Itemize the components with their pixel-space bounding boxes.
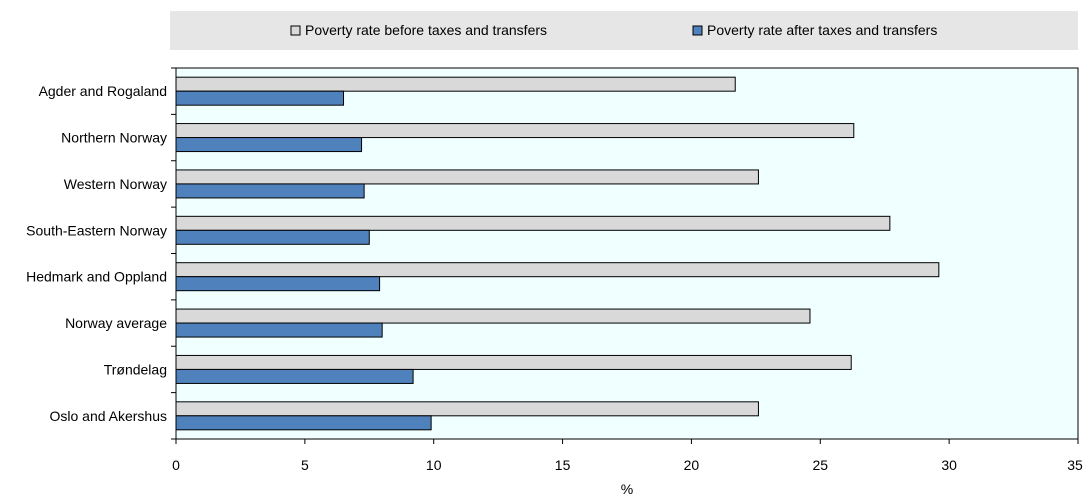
category-label-1: Northern Norway — [61, 130, 167, 146]
x-tick-label-4: 20 — [684, 457, 700, 473]
x-axis-title: % — [621, 481, 633, 496]
legend: Poverty rate before taxes and transfers … — [170, 11, 1078, 50]
bar-after-4 — [175, 276, 381, 292]
bar-after-5 — [175, 322, 383, 338]
category-label-6: Trøndelag — [104, 361, 167, 377]
bar-before-7 — [175, 401, 759, 417]
x-tick-label-1: 5 — [301, 457, 309, 473]
x-tick-label-6: 30 — [941, 457, 957, 473]
x-tick-label-7: 35 — [1067, 457, 1083, 473]
bar-before-2 — [175, 169, 759, 185]
bar-before-1 — [175, 123, 855, 139]
category-label-3: South-Eastern Norway — [26, 222, 167, 238]
y-axis: Agder and Rogaland Northern Norway Western… — [26, 67, 176, 440]
legend-label-after: Poverty rate after taxes and transfers — [707, 22, 937, 38]
bar-before-3 — [175, 215, 891, 231]
category-label-4: Hedmark and Oppland — [26, 269, 167, 285]
bar-after-7 — [175, 415, 432, 431]
bar-after-2 — [175, 183, 365, 199]
category-label-2: Western Norway — [64, 176, 167, 192]
legend-background — [170, 11, 1078, 50]
bar-before-0 — [175, 76, 736, 92]
bar-after-1 — [175, 137, 363, 153]
bar-after-0 — [175, 90, 345, 106]
category-label-0: Agder and Rogaland — [39, 83, 167, 99]
x-tick-label-3: 15 — [555, 457, 571, 473]
category-label-7: Oslo and Akershus — [49, 408, 167, 424]
category-label-5: Norway average — [65, 315, 167, 331]
x-tick-label-0: 0 — [172, 457, 180, 473]
x-axis: 0 5 10 15 20 25 30 35 — [172, 439, 1083, 473]
legend-label-before: Poverty rate before taxes and transfers — [305, 22, 547, 38]
bar-before-5 — [175, 308, 811, 324]
legend-swatch-before — [290, 25, 301, 36]
bar-after-6 — [175, 368, 414, 384]
bar-before-6 — [175, 354, 852, 370]
x-tick-label-5: 25 — [812, 457, 828, 473]
x-tick-label-2: 10 — [426, 457, 442, 473]
bar-before-4 — [175, 262, 940, 278]
legend-swatch-after — [692, 25, 703, 36]
bar-after-3 — [175, 229, 370, 245]
bars-group — [175, 76, 940, 431]
